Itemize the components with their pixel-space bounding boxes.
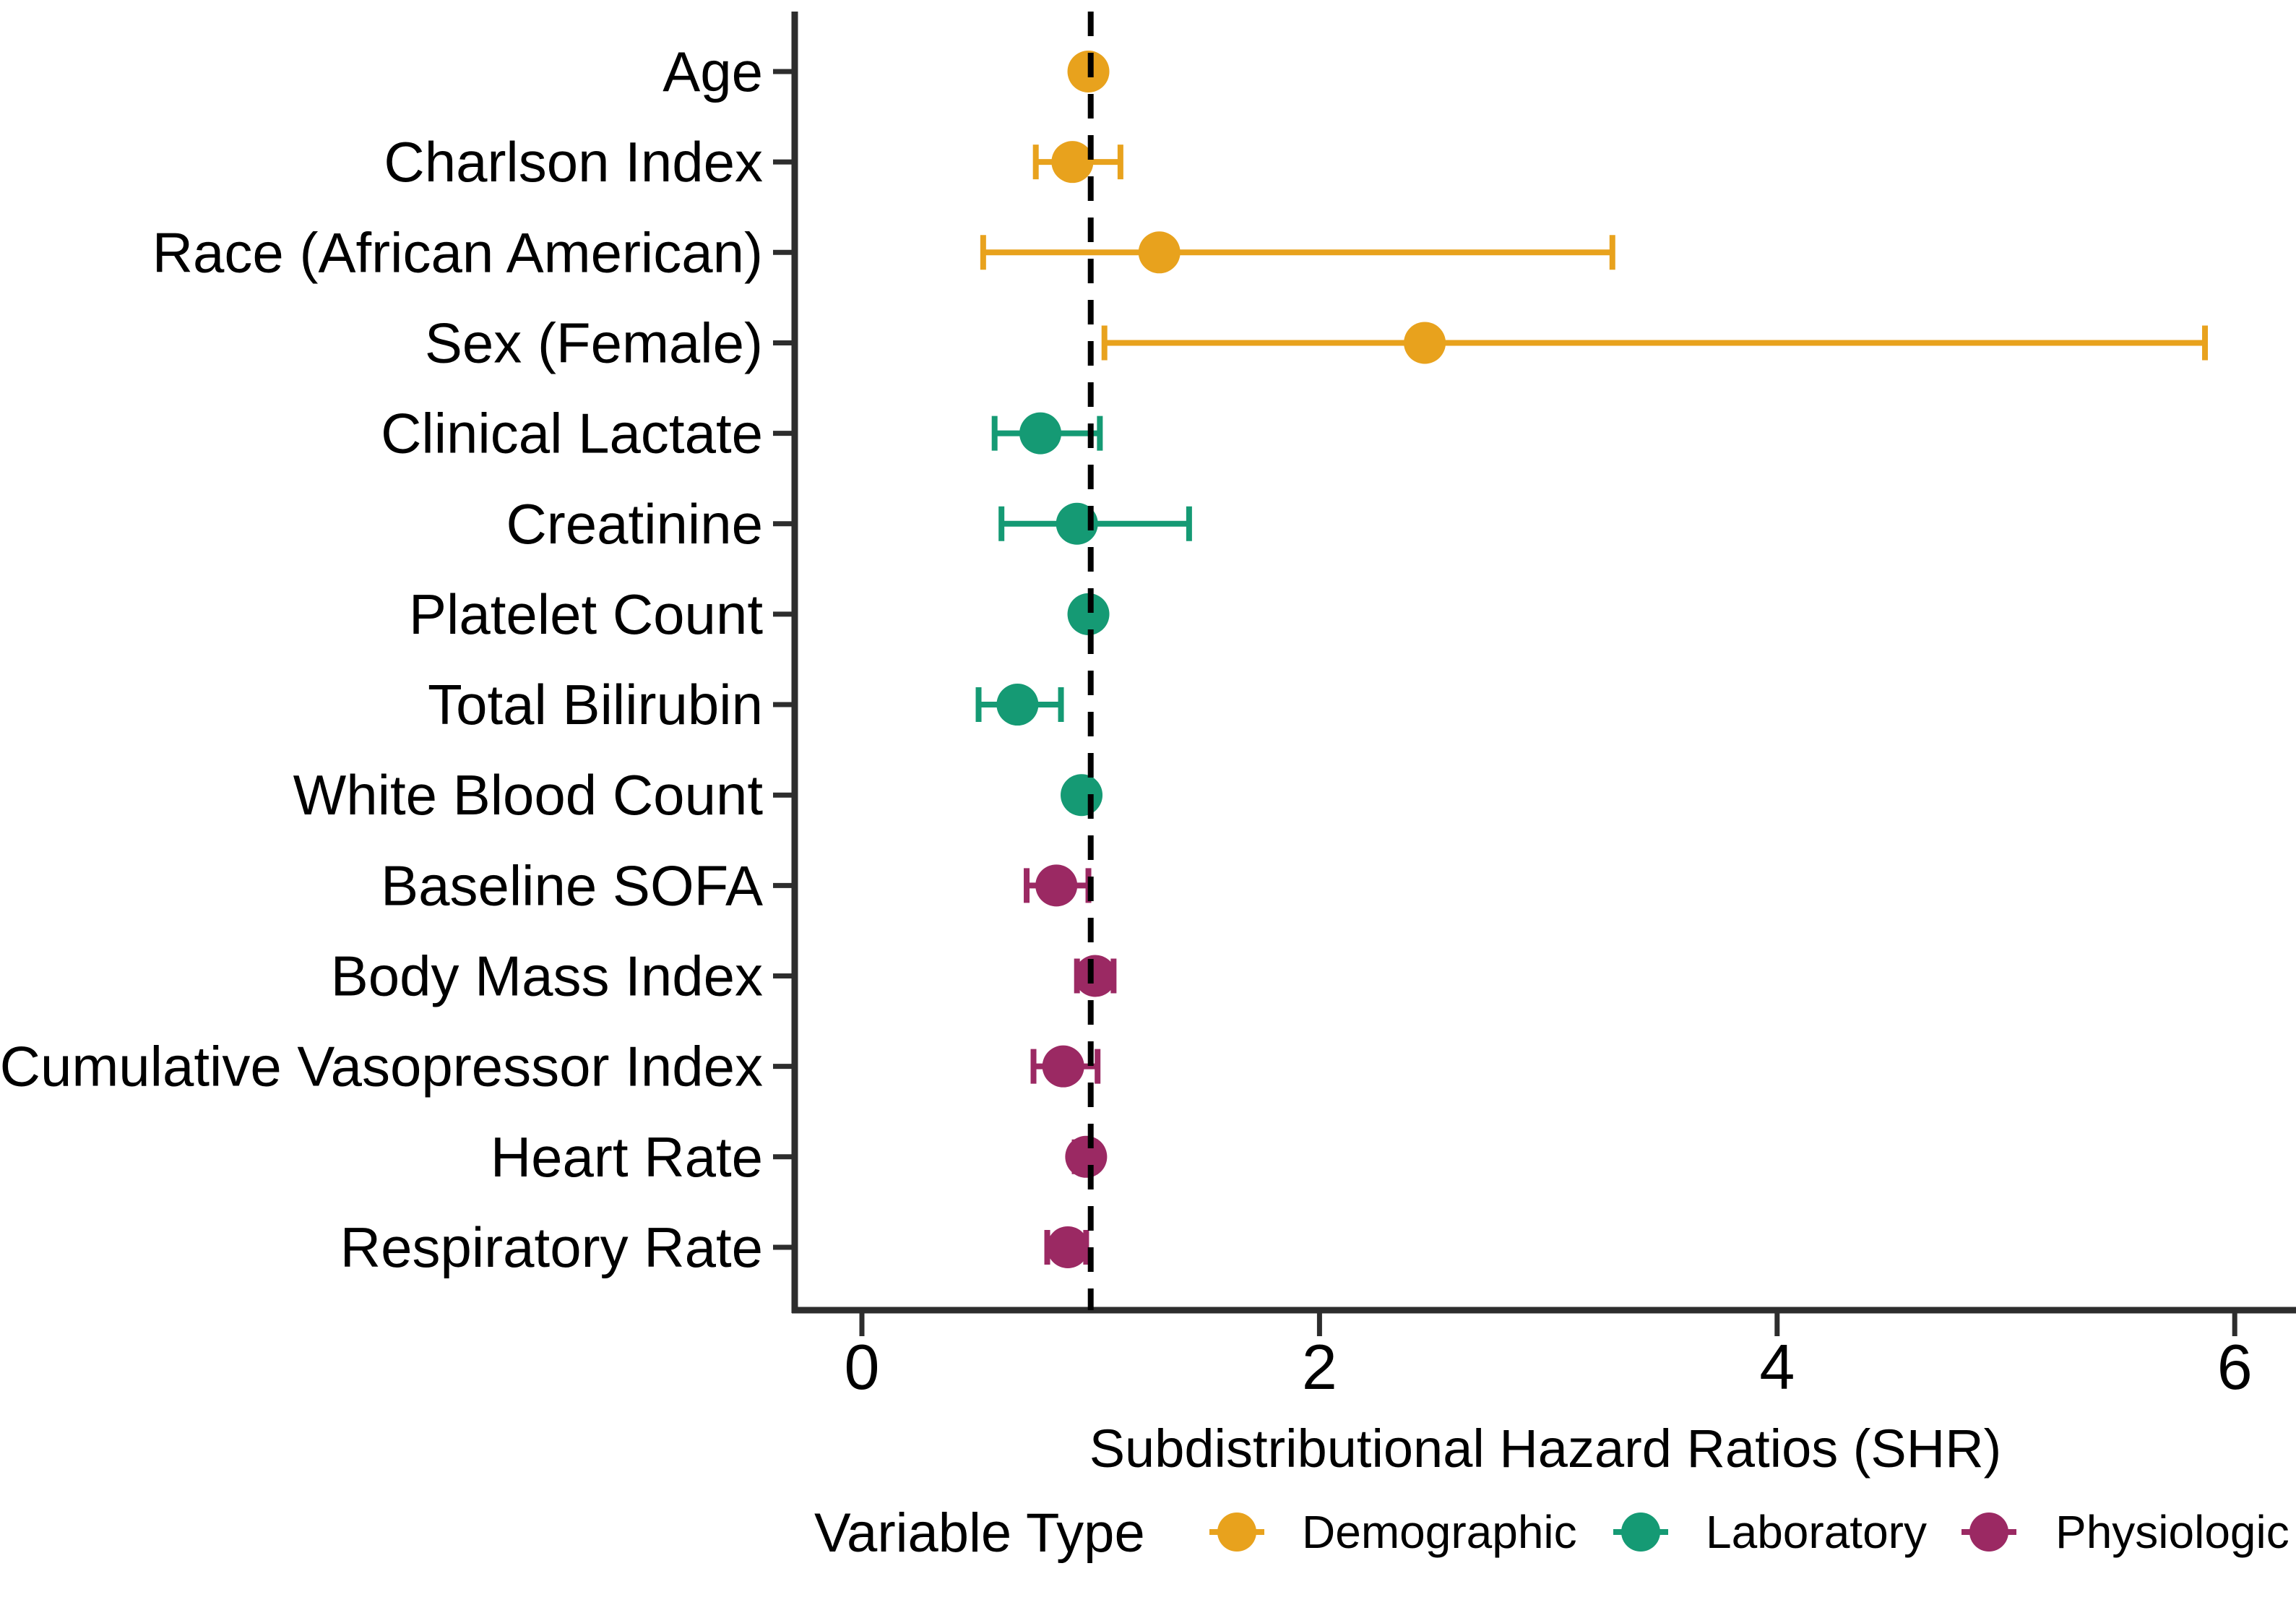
point-charlson-index [1051,141,1094,184]
pointrange-sex-female [1101,322,2209,364]
point-heart-rate [1065,1135,1108,1178]
pointrange-respiratory-rate [1044,1226,1089,1268]
pointrange-white-blood-count [1061,774,1103,817]
x-tick-label-6: 6 [2217,1331,2253,1403]
legend-key-physiologic [1961,1513,2016,1552]
point-body-mass-index [1074,955,1117,997]
x-tick-label-4: 4 [1759,1331,1795,1403]
pointrange-platelet-count [1067,593,1110,635]
y-axis-label-platelet-count: Platelet Count [409,582,763,646]
pointrange-charlson-index [1032,141,1123,184]
y-axis-label-total-bilirubin: Total Bilirubin [428,673,763,736]
point-respiratory-rate [1047,1226,1089,1268]
point-platelet-count [1067,593,1110,635]
point-clinical-lactate [1019,412,1062,455]
point-creatinine [1056,502,1098,545]
y-axis-label-creatinine: Creatinine [506,492,763,556]
x-tick-label-2: 2 [1302,1331,1337,1403]
pointrange-body-mass-index [1074,955,1117,997]
legend-keys [1209,1513,2016,1552]
point-sex-female [1404,322,1446,364]
point-race-african-american [1138,231,1181,274]
pointrange-cumulative-vasopressor-index [1030,1045,1101,1088]
legend-key-dot-demographic [1217,1513,1256,1552]
y-axis-label-age: Age [663,40,763,103]
pointrange-baseline-sofa [1024,864,1092,907]
pointrange-total-bilirubin [975,684,1064,726]
y-axis-label-cumulative-vasopressor-index: Cumulative Vasopressor Index [0,1035,763,1098]
pointrange-creatinine [998,502,1192,545]
pointrange-layer [975,51,2209,1268]
x-tick-label-0: 0 [845,1331,880,1403]
pointrange-heart-rate [1065,1135,1108,1178]
y-axis-label-clinical-lactate: Clinical Lactate [381,402,763,465]
axes-layer: 0 2 4 6 Age Charlson Index Race (African Ameri… [0,12,2296,1403]
legend-label-physiologic: Physiologic [2055,1506,2289,1558]
pointrange-race-african-american [980,231,1615,274]
point-total-bilirubin [996,684,1039,726]
legend-label-demographic: Demographic [1302,1506,1577,1558]
y-axis-label-baseline-sofa: Baseline SOFA [381,853,763,917]
point-cumulative-vasopressor-index [1042,1045,1084,1088]
legend-key-demographic [1209,1513,1264,1552]
y-axis-label-respiratory-rate: Respiratory Rate [340,1215,763,1279]
legend-key-dot-physiologic [1969,1513,2008,1552]
y-axis-label-charlson-index: Charlson Index [384,130,763,194]
y-axis-label-sex-female: Sex (Female) [425,311,763,374]
y-axis-label-heart-rate: Heart Rate [491,1125,763,1189]
point-baseline-sofa [1035,864,1078,907]
y-axis-label-white-blood-count: White Blood Count [293,763,764,827]
legend-key-laboratory [1613,1513,1668,1552]
legend-title: Variable Type [814,1502,1145,1564]
y-axis-label-body-mass-index: Body Mass Index [331,945,763,1008]
legend-label-laboratory: Laboratory [1706,1506,1927,1558]
x-axis-title: Subdistributional Hazard Ratios (SHR) [1089,1419,2002,1479]
pointrange-clinical-lactate [991,412,1103,455]
point-white-blood-count [1061,774,1103,817]
legend-key-dot-laboratory [1621,1513,1660,1552]
y-axis-label-race-african-american: Race (African American) [152,220,763,284]
legend: Variable Type Demographic Laboratory Phy… [814,1502,2289,1564]
